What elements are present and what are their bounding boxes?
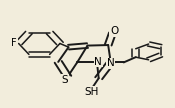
Text: SH: SH [85, 87, 99, 97]
Text: O: O [110, 26, 118, 36]
Text: N: N [94, 57, 102, 67]
Text: N: N [107, 58, 115, 68]
Text: F: F [12, 38, 17, 48]
Text: S: S [62, 75, 68, 85]
